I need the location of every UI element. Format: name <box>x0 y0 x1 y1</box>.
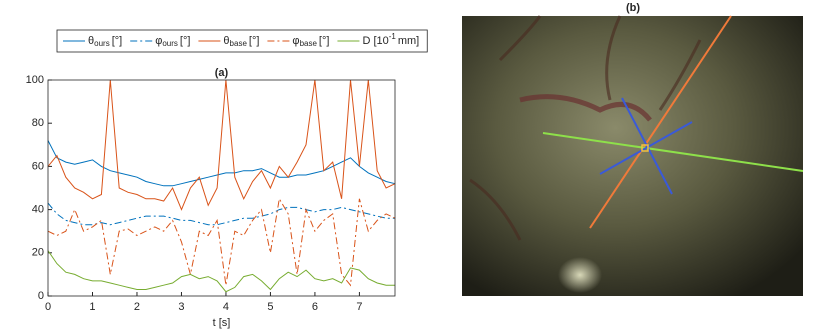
legend-unit: mm] <box>398 35 419 47</box>
x-tick-label: 3 <box>178 301 184 313</box>
legend-box <box>56 29 428 53</box>
x-axis-label: t [s] <box>213 317 231 329</box>
legend-subscript: ours <box>162 39 178 48</box>
legend-label: φbase [°] <box>292 35 329 48</box>
y-tick-label: 80 <box>32 117 44 129</box>
series-line <box>47 250 395 293</box>
series-line <box>47 197 396 287</box>
legend-name: D [10 <box>362 35 388 47</box>
legend-superscript: -1 <box>389 32 397 41</box>
image-title: (b) <box>626 2 640 14</box>
legend-subscript: base <box>230 39 248 48</box>
chart-title: (a) <box>215 67 229 79</box>
legend-unit: [°] <box>180 35 191 47</box>
x-tick-label: 6 <box>312 301 318 313</box>
x-tick-label: 0 <box>45 301 51 313</box>
y-tick-label: 40 <box>32 204 44 216</box>
x-tick-label: 1 <box>89 301 95 313</box>
plot-frame <box>47 79 396 297</box>
legend: θours [°] φours [°] θbase [°] φbase [°] D [10-1 m… <box>56 29 428 53</box>
legend-label: θbase [°] <box>223 35 259 48</box>
x-tick-label: 2 <box>134 301 140 313</box>
legend-subscript: base <box>300 39 318 48</box>
legend-unit: [°] <box>249 35 260 47</box>
legend-unit: [°] <box>112 35 123 47</box>
legend-name: φ <box>155 35 162 47</box>
legend-name: φ <box>292 35 299 47</box>
legend-label: D [10-1 mm] <box>362 32 419 47</box>
legend-name: θ <box>223 35 229 47</box>
y-tick-label: 0 <box>38 290 44 302</box>
series-line <box>47 79 396 211</box>
y-tick-label: 100 <box>26 74 44 86</box>
series-line <box>47 202 395 226</box>
y-tick-label: 20 <box>32 247 44 259</box>
x-tick-label: 7 <box>356 301 362 313</box>
legend-subscript: ours <box>94 39 110 48</box>
legend-label: φours [°] <box>155 35 190 48</box>
series-line <box>47 140 396 187</box>
legend-label: θours [°] <box>88 35 122 48</box>
fundus-image <box>462 15 804 296</box>
y-tick-label: 60 <box>32 160 44 172</box>
legend-unit: [°] <box>319 35 330 47</box>
x-tick-label: 5 <box>267 301 273 313</box>
legend-name: θ <box>88 35 94 47</box>
x-tick-label: 4 <box>223 301 229 313</box>
